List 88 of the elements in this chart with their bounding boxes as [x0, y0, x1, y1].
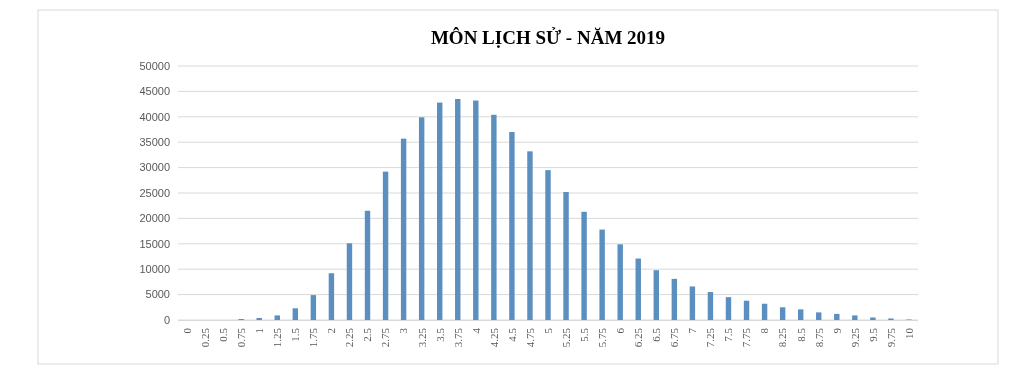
bar — [870, 317, 876, 320]
bar — [617, 244, 623, 320]
y-tick-label: 15000 — [139, 237, 170, 250]
chart-title: MÔN LỊCH SỬ - NĂM 2019 — [430, 27, 666, 48]
x-tick-label: 2.75 — [379, 327, 392, 348]
x-tick-label: 5.5 — [577, 327, 590, 342]
bar — [852, 315, 858, 320]
bar — [437, 102, 443, 320]
x-tick-label: 5 — [541, 327, 554, 334]
x-tick-label: 6.5 — [650, 327, 663, 342]
bar — [509, 132, 515, 320]
bar — [545, 170, 551, 320]
x-tick-label: 4.25 — [487, 327, 500, 348]
x-tick-label: 8.75 — [812, 327, 825, 348]
x-tick-label: 5.25 — [559, 327, 572, 348]
y-tick-label: 50000 — [139, 59, 170, 72]
x-tick-label: 4 — [469, 327, 482, 334]
bar — [635, 258, 641, 320]
bar — [346, 243, 353, 320]
x-tick-label: 7 — [686, 327, 699, 334]
x-tick-label: 10 — [902, 327, 915, 339]
x-tick-label: 9.5 — [866, 327, 879, 342]
x-tick-label: 9.75 — [884, 327, 897, 348]
bar — [491, 114, 497, 320]
x-tick-label: 7.25 — [704, 327, 717, 348]
bar — [671, 278, 678, 320]
x-tick-label: 4.75 — [523, 327, 536, 348]
x-tick-label: 9 — [830, 327, 843, 334]
bar — [653, 270, 659, 320]
x-tick-label: 6.25 — [632, 327, 645, 348]
bar — [761, 303, 768, 320]
y-tick-label: 0 — [163, 313, 170, 326]
y-tick-label: 5000 — [145, 288, 170, 301]
bar — [779, 307, 786, 320]
x-tick-label: 2.5 — [361, 327, 374, 342]
bar — [689, 286, 696, 320]
x-tick-label: 8.5 — [794, 327, 807, 342]
x-tick-label: 9.25 — [848, 327, 861, 348]
bar — [581, 211, 587, 320]
x-tick-label: 2 — [325, 328, 338, 334]
bar — [743, 300, 750, 320]
bar — [599, 229, 605, 320]
bar — [834, 313, 840, 320]
x-tick-label: 6.75 — [668, 327, 681, 348]
x-tick-label: 3 — [397, 327, 410, 334]
bar — [563, 191, 569, 320]
x-tick-label: 1.25 — [271, 327, 284, 348]
x-tick-label: 6 — [614, 327, 627, 334]
x-tick-label: 0 — [180, 327, 193, 334]
bar — [527, 151, 533, 320]
bar — [274, 315, 280, 320]
y-tick-label: 35000 — [139, 136, 170, 149]
bar — [400, 138, 407, 320]
bar — [256, 317, 262, 320]
bar — [292, 308, 299, 320]
x-tick-label: 7.5 — [722, 327, 735, 342]
bar — [382, 171, 389, 320]
x-tick-label: 8.25 — [776, 327, 789, 348]
y-tick-label: 10000 — [139, 263, 170, 276]
bar — [725, 297, 732, 320]
bar — [707, 292, 714, 320]
x-tick-label: 3.75 — [451, 327, 464, 348]
x-tick-label: 4.5 — [505, 327, 518, 342]
y-tick-label: 30000 — [139, 161, 170, 174]
x-tick-label: 1 — [253, 328, 266, 334]
bar — [328, 273, 335, 320]
x-tick-label: 1.5 — [289, 327, 302, 342]
bar — [418, 117, 425, 320]
x-tick-label: 5.75 — [596, 327, 608, 348]
x-tick-label: 0.75 — [235, 327, 248, 348]
x-tick-label: 8 — [758, 327, 771, 334]
x-tick-label: 0.5 — [216, 327, 229, 342]
x-tick-label: 3.5 — [433, 327, 446, 342]
x-tick-label: 7.75 — [740, 327, 753, 348]
bar — [816, 312, 822, 320]
x-tick-label: 1.75 — [307, 327, 320, 348]
x-tick-label: 3.25 — [415, 327, 428, 348]
bar — [797, 309, 804, 320]
bar — [473, 100, 479, 320]
y-tick-label: 25000 — [139, 186, 170, 199]
x-tick-label: 0.25 — [198, 327, 211, 348]
bar — [455, 99, 461, 320]
bar — [310, 295, 317, 320]
y-tick-label: 20000 — [139, 212, 170, 225]
bar — [364, 210, 371, 320]
y-tick-label: 45000 — [139, 85, 170, 98]
y-tick-label: 40000 — [139, 110, 170, 123]
x-tick-label: 2.25 — [343, 327, 356, 348]
